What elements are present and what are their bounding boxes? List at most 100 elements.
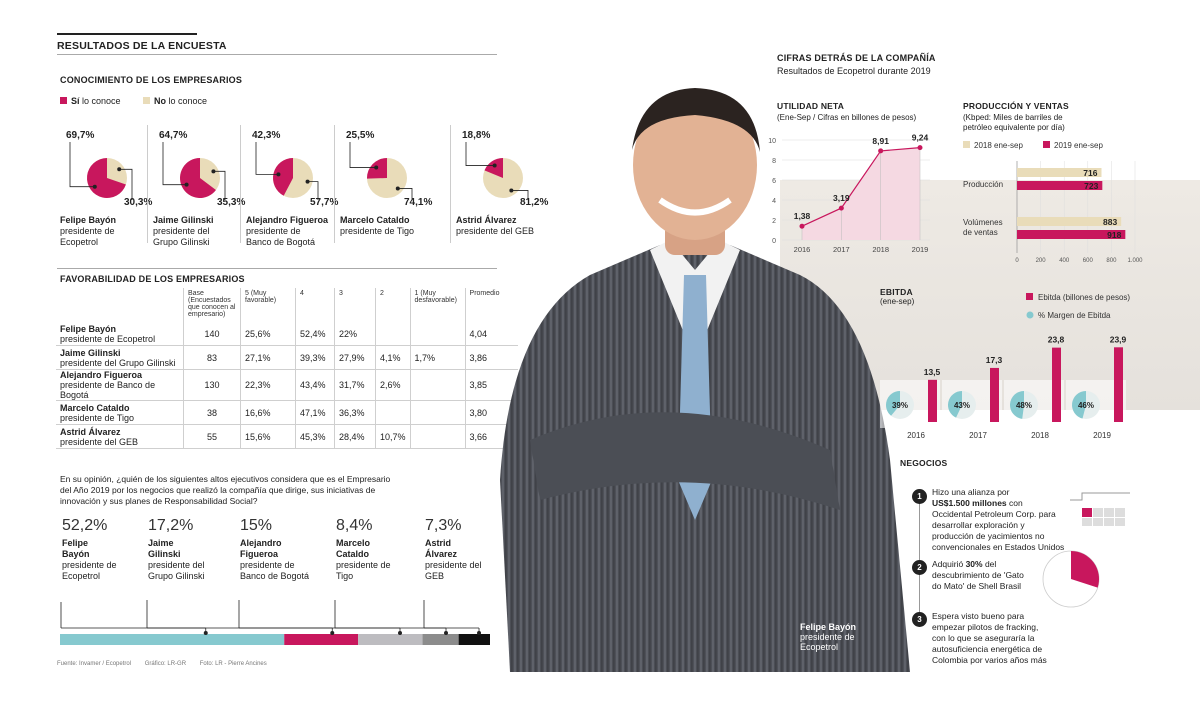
pie-dot <box>92 184 97 189</box>
negocio-1-t4: desarrollar exploración y <box>932 520 1025 530</box>
x-tick: 400 <box>1059 258 1070 264</box>
favor-table: Base (Encuestados que conocen al empresa… <box>56 288 518 449</box>
person-name: Marcelo Cataldo <box>340 215 410 225</box>
x-tick: 2017 <box>833 245 850 253</box>
step-1-badge: 1 <box>912 489 927 504</box>
negocio-3-t4: autosuficiencia energética de <box>932 644 1043 654</box>
legend-yes-bold: Sí <box>71 96 80 106</box>
pie-slice-yes <box>273 158 293 196</box>
vote-segment <box>358 634 423 645</box>
caption-role2: Ecopetrol <box>800 642 839 652</box>
row-role: presidente del Grupo Gilinski <box>60 357 176 368</box>
negocio-2-t3: descubrimiento de 'Gato <box>932 570 1024 580</box>
utilidad-title: UTILIDAD NETA <box>777 101 845 111</box>
pie-dot <box>492 163 497 168</box>
pie-no-label: 57,7% <box>310 197 339 208</box>
vote-role2: Grupo Gilinski <box>148 571 205 581</box>
vote-bar <box>60 600 490 645</box>
pie-leader-yes <box>255 142 279 175</box>
pie-dot <box>509 188 514 193</box>
table-row: Astrid Álvarez presidente del GEB 55 15,6% 4… <box>56 424 518 449</box>
cell-base: 130 <box>183 369 241 401</box>
pie-leader-yes <box>162 142 187 186</box>
x-tick: 2017 <box>969 431 987 440</box>
negocio-3-t5: Colombia por varios años más <box>932 655 1047 665</box>
pie-leader-no <box>307 181 319 200</box>
vote-name2: Cataldo <box>336 549 370 559</box>
y-tick: 10 <box>768 138 776 145</box>
vote-role2: Ecopetrol <box>62 571 101 581</box>
vote-dot <box>444 631 449 635</box>
legend-label: 2019 ene-sep <box>1054 141 1103 150</box>
pie-leader-no <box>511 190 529 200</box>
pie-yes-label: 42,3% <box>252 130 281 141</box>
legend-swatch <box>963 141 970 148</box>
vote-dot <box>203 631 208 635</box>
negocio-2-text: Adquirió 30% del descubrimiento de 'Gato… <box>932 559 1024 592</box>
vote-segment <box>458 634 490 645</box>
cell-c3: 28,4% <box>334 424 376 449</box>
cell-c5: 22,3% <box>240 369 296 401</box>
knowledge-pie <box>465 142 529 200</box>
legend-no-text: lo conoce <box>168 96 208 106</box>
vote-role2: GEB <box>425 571 445 581</box>
cell-c5: 27,1% <box>240 345 296 370</box>
data-point <box>799 223 805 229</box>
cell-c4: 43,4% <box>295 369 335 401</box>
vote-person: Felipe Bayón presidente de Ecopetrol <box>62 538 142 582</box>
photo-caption: Felipe Bayón presidente de Ecopetrol <box>800 622 856 652</box>
vote-role1: presidente de <box>336 560 391 570</box>
footer-grafico: Gráfico: LR-GR <box>144 661 187 667</box>
vote-role2: Banco de Bogotá <box>240 571 310 581</box>
cell-c2 <box>375 400 411 425</box>
favor-rule <box>57 268 497 269</box>
negocio-3-text: Espera visto bueno para empezar pilotos … <box>932 611 1047 666</box>
pie-person: Felipe Bayón presidente de Ecopetrol <box>60 215 142 248</box>
vote-person: Marcelo Cataldo presidente de Tigo <box>336 538 416 582</box>
negocio-3-t1: Espera visto bueno para <box>932 611 1025 621</box>
pie-leader-yes <box>349 142 377 168</box>
cell-c4: 39,3% <box>295 345 335 370</box>
x-tick: 2016 <box>907 431 925 440</box>
pie-divider <box>450 125 451 243</box>
bar <box>1017 230 1126 239</box>
vote-segment <box>284 634 359 645</box>
pie-dot <box>117 167 122 172</box>
vote-role1: presidente del <box>425 560 482 570</box>
person-name: Felipe Bayón <box>60 215 117 225</box>
bar-label: 723 <box>1084 181 1098 191</box>
pie-person: Jaime Gilinski presidente del Grupo Gilin… <box>153 215 235 248</box>
row-name-cell: Jaime Gilinski presidente del Grupo Gilin… <box>56 345 184 370</box>
pie-dot <box>211 169 216 174</box>
cell-avg: 3,86 <box>464 345 518 370</box>
vote-segment <box>60 634 285 645</box>
category-label: Volúmenes de ventas <box>963 218 1003 237</box>
caption-role1: presidente de <box>800 632 855 642</box>
utilidad-subtitle: (Ene-Sep / Cifras en billones de pesos) <box>777 113 917 122</box>
legend-label: Ebitda (billones de pesos) <box>1038 293 1130 302</box>
margin-label: 46% <box>1078 401 1094 410</box>
step-3-badge: 3 <box>912 612 927 627</box>
bar <box>1017 181 1103 190</box>
produccion-title: PRODUCCIÓN Y VENTAS <box>963 101 1069 111</box>
title-underline <box>57 54 497 55</box>
cell-base: 55 <box>183 424 241 449</box>
person-name: Jaime Gilinski <box>153 215 214 225</box>
negocio-1-t1: Hizo una alianza por <box>932 487 1010 497</box>
vote-pct: 52,2% <box>62 517 108 534</box>
pie-person: Astrid Álvarez presidente del GEB <box>456 215 538 237</box>
legend-swatch <box>1026 311 1034 319</box>
category-line: de ventas <box>963 228 998 237</box>
vote-segment <box>422 634 459 645</box>
data-point <box>878 148 884 154</box>
footer: Fuente: Invamer / Ecopetrol Gráfico: LR-… <box>57 661 267 667</box>
person-role: presidente del Grupo Gilinski <box>153 226 210 247</box>
vote-role2: Tigo <box>336 571 354 581</box>
cell-c3: 27,9% <box>334 345 376 370</box>
person-name: Alejandro Figueroa <box>246 215 329 225</box>
vote-person: Astrid Álvarez presidente del GEB <box>425 538 505 582</box>
vote-person: Jaime Gilinski presidente del Grupo Gilinsk… <box>148 538 228 582</box>
question-text: En su opinión, ¿quién de los siguientes … <box>60 474 391 506</box>
margin-label: 39% <box>892 401 908 410</box>
knowledge-pie <box>255 142 319 200</box>
